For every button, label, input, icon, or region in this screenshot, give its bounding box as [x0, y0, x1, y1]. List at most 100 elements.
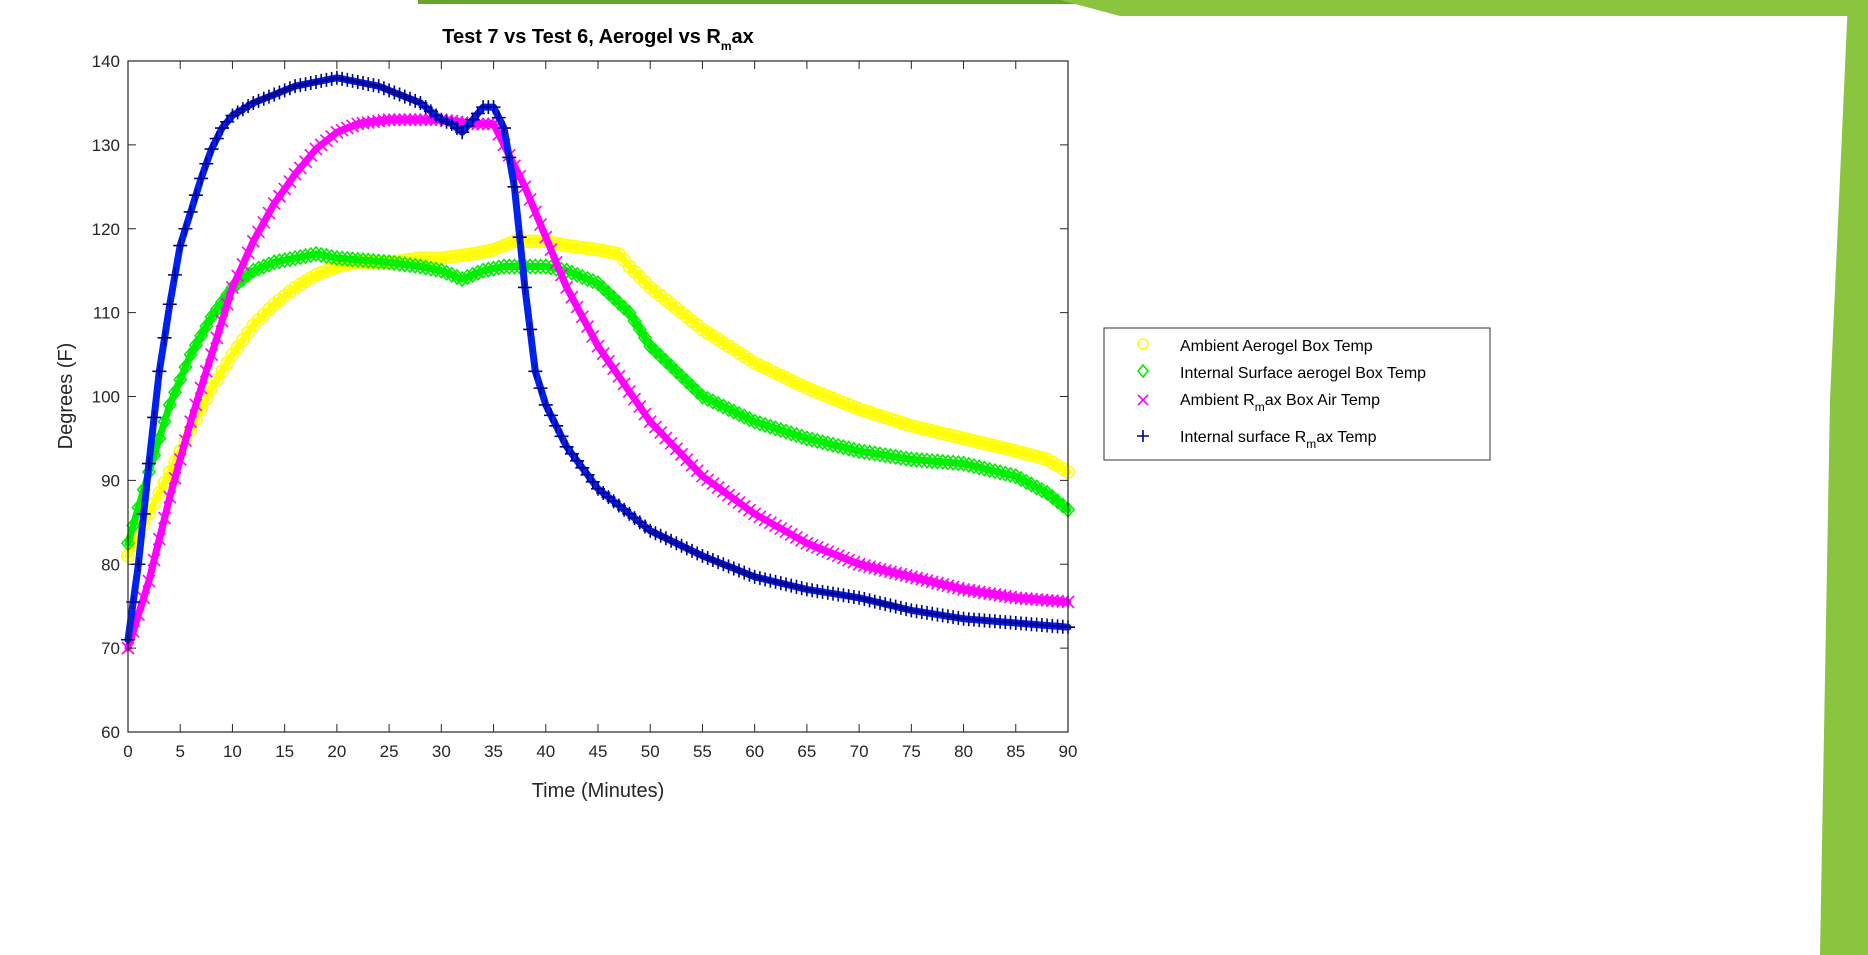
y-tick-label: 130: [92, 136, 120, 155]
data-point: [1003, 466, 1018, 484]
data-point: [815, 433, 830, 451]
data-point: [987, 462, 1002, 480]
data-point: [570, 240, 584, 254]
data-point: [183, 346, 198, 363]
data-point: [497, 121, 511, 136]
data-point: [539, 230, 553, 244]
data-point: [517, 280, 532, 295]
data-point: [178, 221, 193, 236]
data-point: [251, 225, 266, 239]
x-tick-label: 80: [954, 742, 973, 761]
data-point: [758, 416, 773, 434]
data-point: [241, 266, 256, 284]
data-point: [256, 258, 271, 275]
data-point: [444, 249, 459, 264]
data-point: [909, 571, 924, 585]
data-point: [413, 258, 428, 275]
data-point: [982, 461, 997, 479]
data-point: [940, 454, 955, 471]
data-point: [173, 371, 188, 388]
data-point: [194, 327, 209, 344]
data-point: [606, 246, 621, 260]
data-point: [533, 217, 548, 232]
data-point: [382, 113, 396, 127]
data-point: [972, 459, 987, 476]
data-point: [841, 440, 856, 457]
data-point: [314, 246, 329, 264]
y-tick-label: 70: [101, 639, 120, 658]
series-internal-aerogel: [120, 245, 1076, 552]
data-point: [152, 364, 167, 379]
x-tick-label: 40: [536, 742, 555, 761]
data-point: [962, 583, 976, 597]
data-point: [1035, 593, 1049, 607]
data-point: [951, 430, 966, 444]
legend-label: Internal Surface aerogel Box Temp: [1180, 365, 1426, 382]
x-tick-label: 35: [484, 742, 503, 761]
data-point: [972, 435, 987, 450]
data-point: [961, 432, 976, 447]
data-point: [142, 574, 156, 588]
data-point: [460, 247, 475, 262]
data-point: [303, 246, 318, 264]
data-point: [1045, 594, 1059, 608]
data-point: [528, 205, 542, 219]
data-point: [246, 234, 260, 248]
data-point: [502, 258, 517, 275]
data-point: [810, 432, 825, 450]
data-point: [941, 427, 955, 442]
data-point: [580, 241, 595, 256]
data-point: [502, 150, 517, 165]
legend-label: Internal surface Rmax Temp: [1180, 429, 1377, 451]
data-point: [1009, 591, 1023, 605]
x-tick-label: 55: [693, 742, 712, 761]
data-point: [272, 189, 287, 203]
plot-area: [120, 70, 1076, 655]
data-point: [257, 215, 271, 230]
data-point: [565, 290, 579, 304]
data-point: [763, 418, 778, 435]
data-point: [914, 421, 929, 436]
data-point: [580, 320, 595, 334]
data-point: [377, 113, 391, 127]
data-point: [460, 268, 475, 286]
x-tick-label: 50: [641, 742, 660, 761]
data-point: [178, 433, 193, 448]
data-point: [215, 314, 229, 328]
x-tick-label: 70: [850, 742, 869, 761]
data-point: [883, 565, 898, 579]
x-tick-label: 20: [327, 742, 346, 761]
data-point: [925, 452, 940, 470]
data-point: [899, 450, 914, 467]
data-point: [920, 574, 934, 588]
data-point: [283, 175, 297, 189]
data-point: [162, 396, 177, 414]
data-point: [491, 259, 506, 276]
data-point: [612, 369, 626, 383]
data-point: [983, 587, 997, 601]
data-point: [966, 457, 982, 475]
series-internal-rmax: [121, 70, 1075, 647]
data-point: [476, 245, 490, 259]
data-point: [528, 258, 543, 275]
x-tick-label: 85: [1006, 742, 1025, 761]
data-point: [152, 532, 166, 546]
data-point: [392, 255, 407, 272]
x-tick-label: 90: [1059, 742, 1078, 761]
data-point: [951, 581, 965, 595]
data-point: [914, 452, 929, 469]
data-point: [345, 251, 360, 268]
data-point: [956, 431, 971, 446]
data-point: [846, 441, 861, 458]
data-point: [162, 297, 177, 312]
x-tick-label: 10: [223, 742, 242, 761]
data-point: [178, 358, 193, 376]
legend-item-ambient-aerogel: Ambient Aerogel Box Temp: [1137, 338, 1373, 355]
data-point: [883, 447, 898, 465]
legend-label: Ambient Rmax Box Air Temp: [1180, 392, 1380, 414]
data-point: [773, 421, 788, 439]
data-point: [836, 439, 851, 456]
data-point: [471, 246, 485, 260]
data-point: [355, 251, 371, 269]
